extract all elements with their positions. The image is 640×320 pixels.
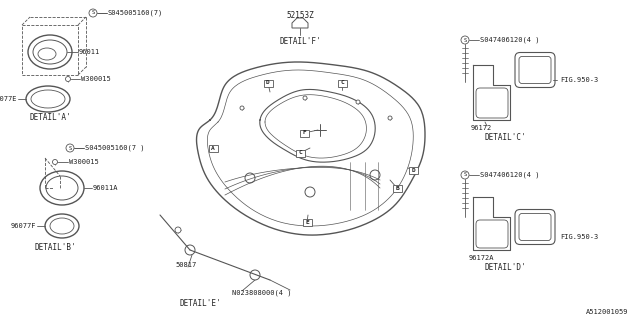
Text: F: F (302, 131, 306, 135)
Text: 96172A: 96172A (468, 255, 493, 261)
Text: S: S (68, 146, 72, 150)
Text: S: S (463, 37, 467, 43)
Text: 96011A: 96011A (93, 185, 118, 191)
Text: S: S (92, 11, 95, 15)
Text: D: D (411, 167, 415, 172)
Text: 50817: 50817 (175, 262, 196, 268)
Circle shape (89, 9, 97, 17)
Bar (408, 166, 417, 173)
Bar (392, 185, 401, 191)
Text: A: A (211, 146, 215, 150)
Text: S047406120(4 ): S047406120(4 ) (480, 37, 540, 43)
Circle shape (461, 36, 469, 44)
Text: 96172: 96172 (470, 125, 492, 131)
Text: A512001059: A512001059 (586, 309, 628, 315)
Text: FIG.950-3: FIG.950-3 (560, 77, 598, 83)
Text: DETAIL'C': DETAIL'C' (484, 133, 526, 142)
Bar (337, 79, 346, 86)
Text: DETAIL'A': DETAIL'A' (29, 114, 71, 123)
Circle shape (388, 116, 392, 120)
Text: FIG.950-3: FIG.950-3 (560, 234, 598, 240)
Text: DETAIL'E': DETAIL'E' (179, 299, 221, 308)
Text: C: C (340, 81, 344, 85)
Circle shape (303, 96, 307, 100)
Bar (296, 149, 305, 156)
Text: 96011: 96011 (79, 49, 100, 55)
Bar (303, 219, 312, 226)
Bar (300, 130, 308, 137)
Text: B: B (395, 186, 399, 190)
Circle shape (66, 144, 74, 152)
Bar (209, 145, 218, 151)
Text: S045005160(7): S045005160(7) (108, 10, 163, 16)
Circle shape (356, 100, 360, 104)
Text: C: C (298, 150, 302, 156)
Text: W300015: W300015 (69, 159, 99, 165)
Bar (22, 25, 78, 75)
Text: E: E (305, 220, 309, 225)
Text: 52153Z: 52153Z (286, 11, 314, 20)
Text: D: D (266, 81, 270, 85)
Circle shape (65, 76, 70, 82)
Text: S045005160(7 ): S045005160(7 ) (85, 145, 145, 151)
Text: DETAIL'F': DETAIL'F' (279, 36, 321, 45)
Text: DETAIL'B': DETAIL'B' (34, 244, 76, 252)
Circle shape (52, 159, 58, 164)
Circle shape (240, 106, 244, 110)
Text: N023808000(4 ): N023808000(4 ) (232, 290, 291, 296)
Text: S047406120(4 ): S047406120(4 ) (480, 172, 540, 178)
Text: 96077F: 96077F (10, 223, 36, 229)
Circle shape (175, 227, 181, 233)
Text: DETAIL'D': DETAIL'D' (484, 263, 526, 273)
Text: W300015: W300015 (81, 76, 111, 82)
Circle shape (461, 171, 469, 179)
Text: 96077E: 96077E (0, 96, 17, 102)
Bar (264, 79, 273, 86)
Text: S: S (463, 172, 467, 178)
